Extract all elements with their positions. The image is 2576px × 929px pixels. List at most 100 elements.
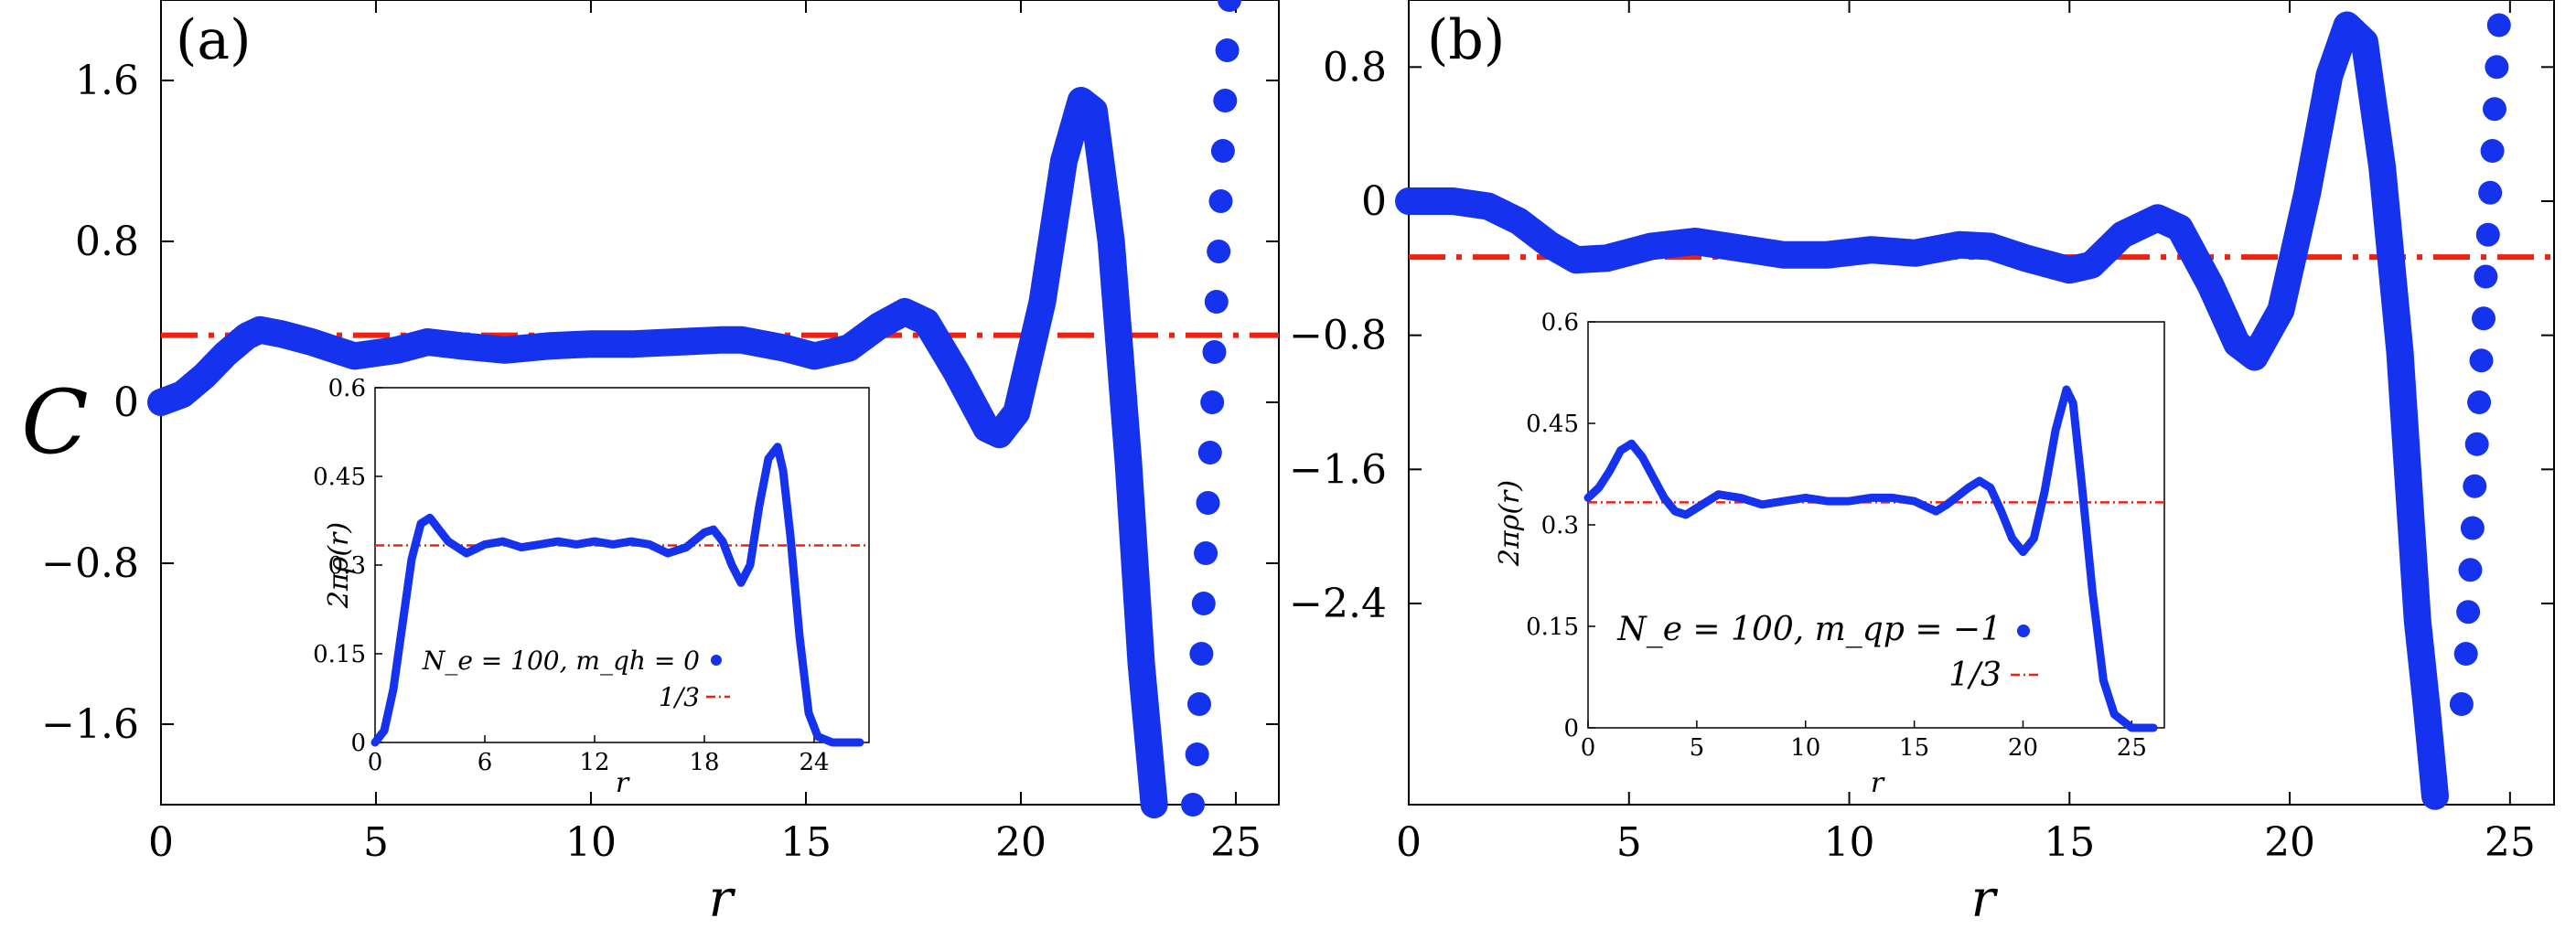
inset-a-legend-series-marker <box>711 655 722 666</box>
panel-b-ytick-label: −0.8 <box>1289 313 1387 359</box>
panel-a-xticks: 0 5 10 15 20 25 <box>148 0 1261 866</box>
inset-b-xtick-label: 20 <box>2008 734 2038 762</box>
panel-a-data-point <box>1208 189 1233 213</box>
panel-a-ytick-label: 0.8 <box>75 219 139 265</box>
panel-a-data-point <box>1189 642 1214 666</box>
panel-a-ytick-label: 0 <box>113 379 139 426</box>
panel-b-tag: (b) <box>1427 8 1505 72</box>
panel-b-data-point <box>2472 306 2496 331</box>
inset-a-frame <box>374 387 870 743</box>
inset-b-ytick-label: 0.45 <box>1526 411 1579 438</box>
panel-a-data-point <box>1204 290 1229 314</box>
panel-b-xlabel: r <box>1971 870 1999 929</box>
inset-a-density-line <box>370 443 864 747</box>
panel-a-ytick-label: 1.6 <box>75 58 139 104</box>
panel-a-data-point <box>1185 742 1209 766</box>
inset-b-frame <box>1587 321 2165 729</box>
inset-b-xtick-label: 25 <box>2117 734 2147 762</box>
panel-a-yticks: −1.6 −0.8 0 0.8 1.6 <box>41 58 1279 748</box>
inset-b-legend-series-label: N_e = 100, m_qp = −1 <box>1616 611 2002 648</box>
inset-b-ytick-label: 0.3 <box>1541 512 1579 539</box>
panel-a-data-point <box>1197 441 1222 464</box>
inset-a-xtick-label: 18 <box>689 749 719 776</box>
panel-a-xtick-label: 5 <box>363 819 389 866</box>
inset-a-ylabel: 2πρ(r) <box>323 522 355 609</box>
panel-b-data-point <box>2480 139 2505 163</box>
panel-b-scatter-series <box>2449 13 2511 716</box>
panel-b-curve-path <box>1395 11 2449 810</box>
inset-a-ytick-label: 0.3 <box>328 552 366 580</box>
inset-a-xlabel: r <box>616 767 630 799</box>
panel-a-xtick-label: 20 <box>995 819 1046 866</box>
panel-a-data-point <box>1187 692 1211 716</box>
panel-b-xtick-label: 20 <box>2264 819 2315 866</box>
panel-b-data-point <box>2449 692 2474 716</box>
inset-a-legend-series-label: N_e = 100, m_qh = 0 <box>422 646 700 676</box>
inset-b-density-line <box>1583 385 2158 732</box>
panel-a-data-point <box>1213 89 1238 112</box>
inset-b-density-path <box>1583 385 2158 732</box>
panel-b-ytick-label: 0 <box>1361 178 1387 225</box>
panel-b-data-point <box>2483 97 2506 122</box>
panel-b-frame <box>1408 0 2555 806</box>
inset-a-legend-ref-label: 1/3 <box>659 682 700 712</box>
panel-b-data-point <box>2475 222 2500 247</box>
inset-b-ytick-label: 0.15 <box>1526 614 1579 641</box>
inset-a-ytick-label: 0.6 <box>328 375 366 402</box>
panel-b-data-point <box>2474 264 2498 289</box>
inset-a-xtick-label: 6 <box>478 749 493 776</box>
panel-b-data-point <box>2485 55 2509 80</box>
inset-b-legend-series-marker <box>2017 625 2030 637</box>
inset-a-ytick-label: 0 <box>350 730 366 757</box>
panel-a-xlabel: r <box>709 870 736 929</box>
panel-a-data-point <box>1196 491 1220 515</box>
inset-b-ytick-label: 0.6 <box>1541 309 1579 336</box>
panel-b-data-point <box>2460 516 2485 540</box>
panel-b-data-point <box>2458 558 2483 582</box>
panel-b: (b) r 0 5 10 15 20 25 −2.4 −1.6 −0.8 0 0.8 0 5 10 15… <box>1289 0 2555 929</box>
inset-b-ytick-label: 0 <box>1563 715 1579 742</box>
panel-b-ytick-label: 0.8 <box>1323 44 1387 91</box>
inset-b-xtick-label: 10 <box>1790 734 1820 762</box>
inset-a-density-path <box>370 443 864 747</box>
panel-a: (a) C r 0 5 10 15 20 25 −1.6 −0.8 0 0.8 1.6 0 6 12 1… <box>21 0 1280 929</box>
panel-a-curve <box>147 87 1168 818</box>
panel-b-ytick-label: −2.4 <box>1289 581 1387 627</box>
panel-b-data-point <box>2453 642 2478 666</box>
panel-a-ylabel: C <box>21 371 88 474</box>
inset-a-xtick-label: 24 <box>799 749 829 776</box>
panel-b-data-point <box>2467 390 2492 414</box>
panel-b-data-point <box>2463 474 2487 498</box>
inset-b-xtick-label: 15 <box>1899 734 1929 762</box>
panel-b-ytick-label: −1.6 <box>1289 446 1387 493</box>
panel-a-data-point <box>1200 390 1225 414</box>
panel-a-data-point <box>1194 541 1218 565</box>
panel-a-xtick-label: 25 <box>1210 819 1261 866</box>
panel-b-xtick-label: 15 <box>2044 819 2095 866</box>
panel-a-xtick-label: 0 <box>148 819 174 866</box>
panel-a-data-point <box>1202 340 1227 364</box>
panel-b-data-point <box>2464 432 2489 456</box>
inset-a-xtick-label: 12 <box>579 749 609 776</box>
panel-a-scatter-series <box>1181 0 1241 817</box>
inset-b-legend-ref-label: 1/3 <box>1948 657 2002 694</box>
inset-a-xticks: 0 6 12 18 24 <box>368 735 830 776</box>
panel-a-inset: 0 6 12 18 24 0 0.15 0.3 0.45 0.6 r 2πρ(r) N_e = … <box>313 375 870 799</box>
panel-b-data-point <box>2486 13 2511 37</box>
panel-b-xticks: 0 5 10 15 20 25 <box>1396 0 2536 866</box>
inset-a-ytick-label: 0.15 <box>313 641 366 668</box>
panel-b-curve <box>1395 11 2449 810</box>
panel-b-xtick-label: 10 <box>1824 819 1875 866</box>
panel-a-xtick-label: 15 <box>780 819 832 866</box>
panel-a-data-point <box>1207 240 1231 263</box>
panel-a-data-point <box>1218 0 1241 12</box>
inset-b-yticks: 0 0.15 0.3 0.45 0.6 <box>1526 309 1595 742</box>
panel-b-data-point <box>2469 348 2494 373</box>
panel-b-data-point <box>2478 180 2503 205</box>
panel-b-inset: 0 5 10 15 20 25 0 0.15 0.3 0.45 0.6 r 2πρ(r) N_e … <box>1494 309 2165 799</box>
inset-a-xtick-label: 0 <box>368 749 383 776</box>
panel-a-ytick-label: −1.6 <box>41 701 139 748</box>
panel-a-tag: (a) <box>176 8 252 72</box>
inset-a-ytick-label: 0.45 <box>313 464 366 491</box>
